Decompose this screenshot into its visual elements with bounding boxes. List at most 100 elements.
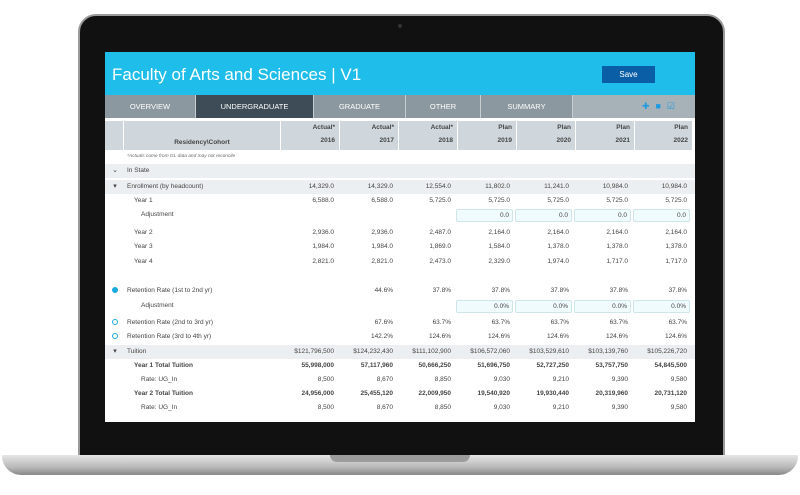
table-row: Rate: UG_In 8,500 8,670 8,850 9,030 9,210 9,39… [105, 373, 695, 387]
table-row: Retention Rate (2nd to 3rd yr) 67.6% 63.7%… [105, 316, 695, 330]
tab-overview[interactable]: OVERVIEW [105, 95, 196, 118]
column-header-2016: Actual* 2016 [281, 121, 339, 150]
table-row: Year 2 2,936.0 2,936.0 2,487.0 2,164.0 2,164.… [105, 226, 695, 240]
cell-value: 37.8% [491, 287, 510, 294]
cell-value: 124.6% [487, 333, 510, 340]
cell-value: 20,731,120 [654, 390, 687, 397]
table-row: Retention Rate (1st to 2nd yr) 44.6% 37.8%… [105, 284, 695, 298]
save-button[interactable]: Save [602, 66, 655, 83]
column-year: 2021 [615, 137, 630, 144]
cell-value: 9,580 [670, 376, 687, 383]
adjustment-input[interactable]: 0.0 [456, 209, 513, 222]
tab-summary[interactable]: SUMMARY [481, 95, 573, 118]
column-label: Residency\Cohort [124, 121, 280, 150]
tab-undergraduate[interactable]: UNDERGRADUATE [196, 95, 314, 118]
chevron-down-icon[interactable]: ⌄ [112, 167, 118, 174]
row-label: Year 1 [134, 197, 153, 204]
cell-value: 37.8% [550, 287, 569, 294]
table-row: Year 1 Total Tuition 55,998,000 57,117,960… [105, 359, 695, 373]
cell-value: 9,580 [670, 404, 687, 411]
row-label: Rate: UG_In [141, 404, 178, 411]
row-label: Year 2 Total Tuition [134, 390, 193, 397]
cell-value: 5,725.0 [547, 197, 569, 204]
plus-circle-icon[interactable] [111, 316, 119, 330]
cell-value: $124,232,430 [353, 348, 393, 355]
caret-down-icon[interactable]: ▾ [113, 348, 117, 355]
tab-other[interactable]: OTHER [406, 95, 481, 118]
cell-value: 2,164.0 [547, 229, 569, 236]
column-type: Plan [557, 124, 571, 131]
cell-value: $121,796,500 [294, 348, 334, 355]
cell-value: 14,329.0 [308, 183, 334, 190]
cell-value: 1,974.0 [547, 258, 569, 265]
cell-value: 11,241.0 [544, 183, 569, 190]
cell-value: $106,572,060 [470, 348, 510, 355]
cell-value: 8,670 [376, 376, 393, 383]
table-row: Year 4 2,821.0 2,821.0 2,473.0 2,329.0 1,974.… [105, 255, 695, 269]
adjustment-input[interactable]: 0.0% [456, 300, 513, 313]
camera [398, 24, 402, 28]
adjustment-input[interactable]: 0.0 [515, 209, 572, 222]
column-year: 2018 [438, 137, 453, 144]
adjustment-input[interactable]: 0.0% [633, 300, 690, 313]
row-label: Retention Rate (3rd to 4th yr) [127, 333, 212, 340]
cell-value: 55,998,000 [301, 362, 334, 369]
cell-value: 2,329.0 [488, 258, 510, 265]
cell-value: 53,757,750 [595, 362, 628, 369]
folder-icon[interactable]: ■ [655, 101, 667, 111]
tab-graduate[interactable]: GRADUATE [314, 95, 406, 118]
column-header-2021: Plan 2021 [576, 121, 634, 150]
cell-value: 1,584.0 [488, 243, 510, 250]
plus-circle-icon[interactable] [111, 330, 119, 344]
adjustment-input[interactable]: 0.0% [574, 300, 631, 313]
cell-value: 2,936.0 [371, 229, 393, 236]
cell-value: $105,226,720 [647, 348, 687, 355]
cell-value: 12,554.0 [425, 183, 451, 190]
cell-value: 9,210 [552, 404, 569, 411]
checkbox-icon[interactable]: ☑ [666, 101, 681, 111]
cell-value: 20,319,960 [595, 390, 628, 397]
column-header: Residency\Cohort Actual* 2016 Actual* 2017 A… [105, 121, 695, 150]
cell-value: 52,727,250 [536, 362, 569, 369]
cell-value: 19,540,920 [477, 390, 510, 397]
column-type: Actual* [430, 124, 453, 131]
column-header-2017: Actual* 2017 [340, 121, 398, 150]
caret-down-icon[interactable]: ▾ [113, 183, 117, 190]
actuals-note: *Actuals come from GL data and may not r… [127, 154, 236, 159]
cell-value: 9,390 [611, 404, 628, 411]
cell-value: $103,139,760 [588, 348, 628, 355]
header-spacer [105, 121, 123, 150]
adjustment-input[interactable]: 0.0 [574, 209, 631, 222]
row-label: Retention Rate (1st to 2nd yr) [127, 287, 213, 294]
row-label: Year 4 [134, 258, 153, 265]
cell-value: 8,500 [317, 404, 334, 411]
cell-value: 8,850 [434, 376, 451, 383]
adjustment-input[interactable]: 0.0 [633, 209, 690, 222]
cell-value: 2,936.0 [312, 229, 334, 236]
cell-value: 1,378.0 [606, 243, 628, 250]
table-row: ▾ Enrollment (by headcount) 14,329.0 14,329… [105, 180, 695, 194]
cell-value: 57,117,960 [360, 362, 393, 369]
cell-value: 124.6% [428, 333, 451, 340]
plus-icon[interactable]: ✚ [641, 101, 656, 111]
cell-value: 6,588.0 [371, 197, 393, 204]
cell-value: 5,725.0 [606, 197, 628, 204]
cell-value: 10,984.0 [602, 183, 628, 190]
cell-value: 2,164.0 [665, 229, 687, 236]
cell-value: 124.6% [605, 333, 628, 340]
minus-circle-icon[interactable] [111, 284, 119, 298]
cell-value: 1,717.0 [665, 258, 687, 265]
table-row: ⌄ In State [105, 164, 695, 178]
column-type: Plan [616, 124, 630, 131]
cell-value: 63.7% [668, 319, 687, 326]
table-row: Adjustment 0.0% 0.0% 0.0% 0.0% [105, 299, 695, 313]
cell-value: 63.7% [550, 319, 569, 326]
row-label: In State [127, 167, 150, 174]
cell-value: 44.6% [374, 287, 393, 294]
cell-value: 1,984.0 [312, 243, 334, 250]
column-year: 2022 [673, 137, 688, 144]
cell-value: 9,030 [493, 376, 510, 383]
cell-value: 124.6% [664, 333, 687, 340]
row-label: Adjustment [141, 302, 174, 309]
adjustment-input[interactable]: 0.0% [515, 300, 572, 313]
